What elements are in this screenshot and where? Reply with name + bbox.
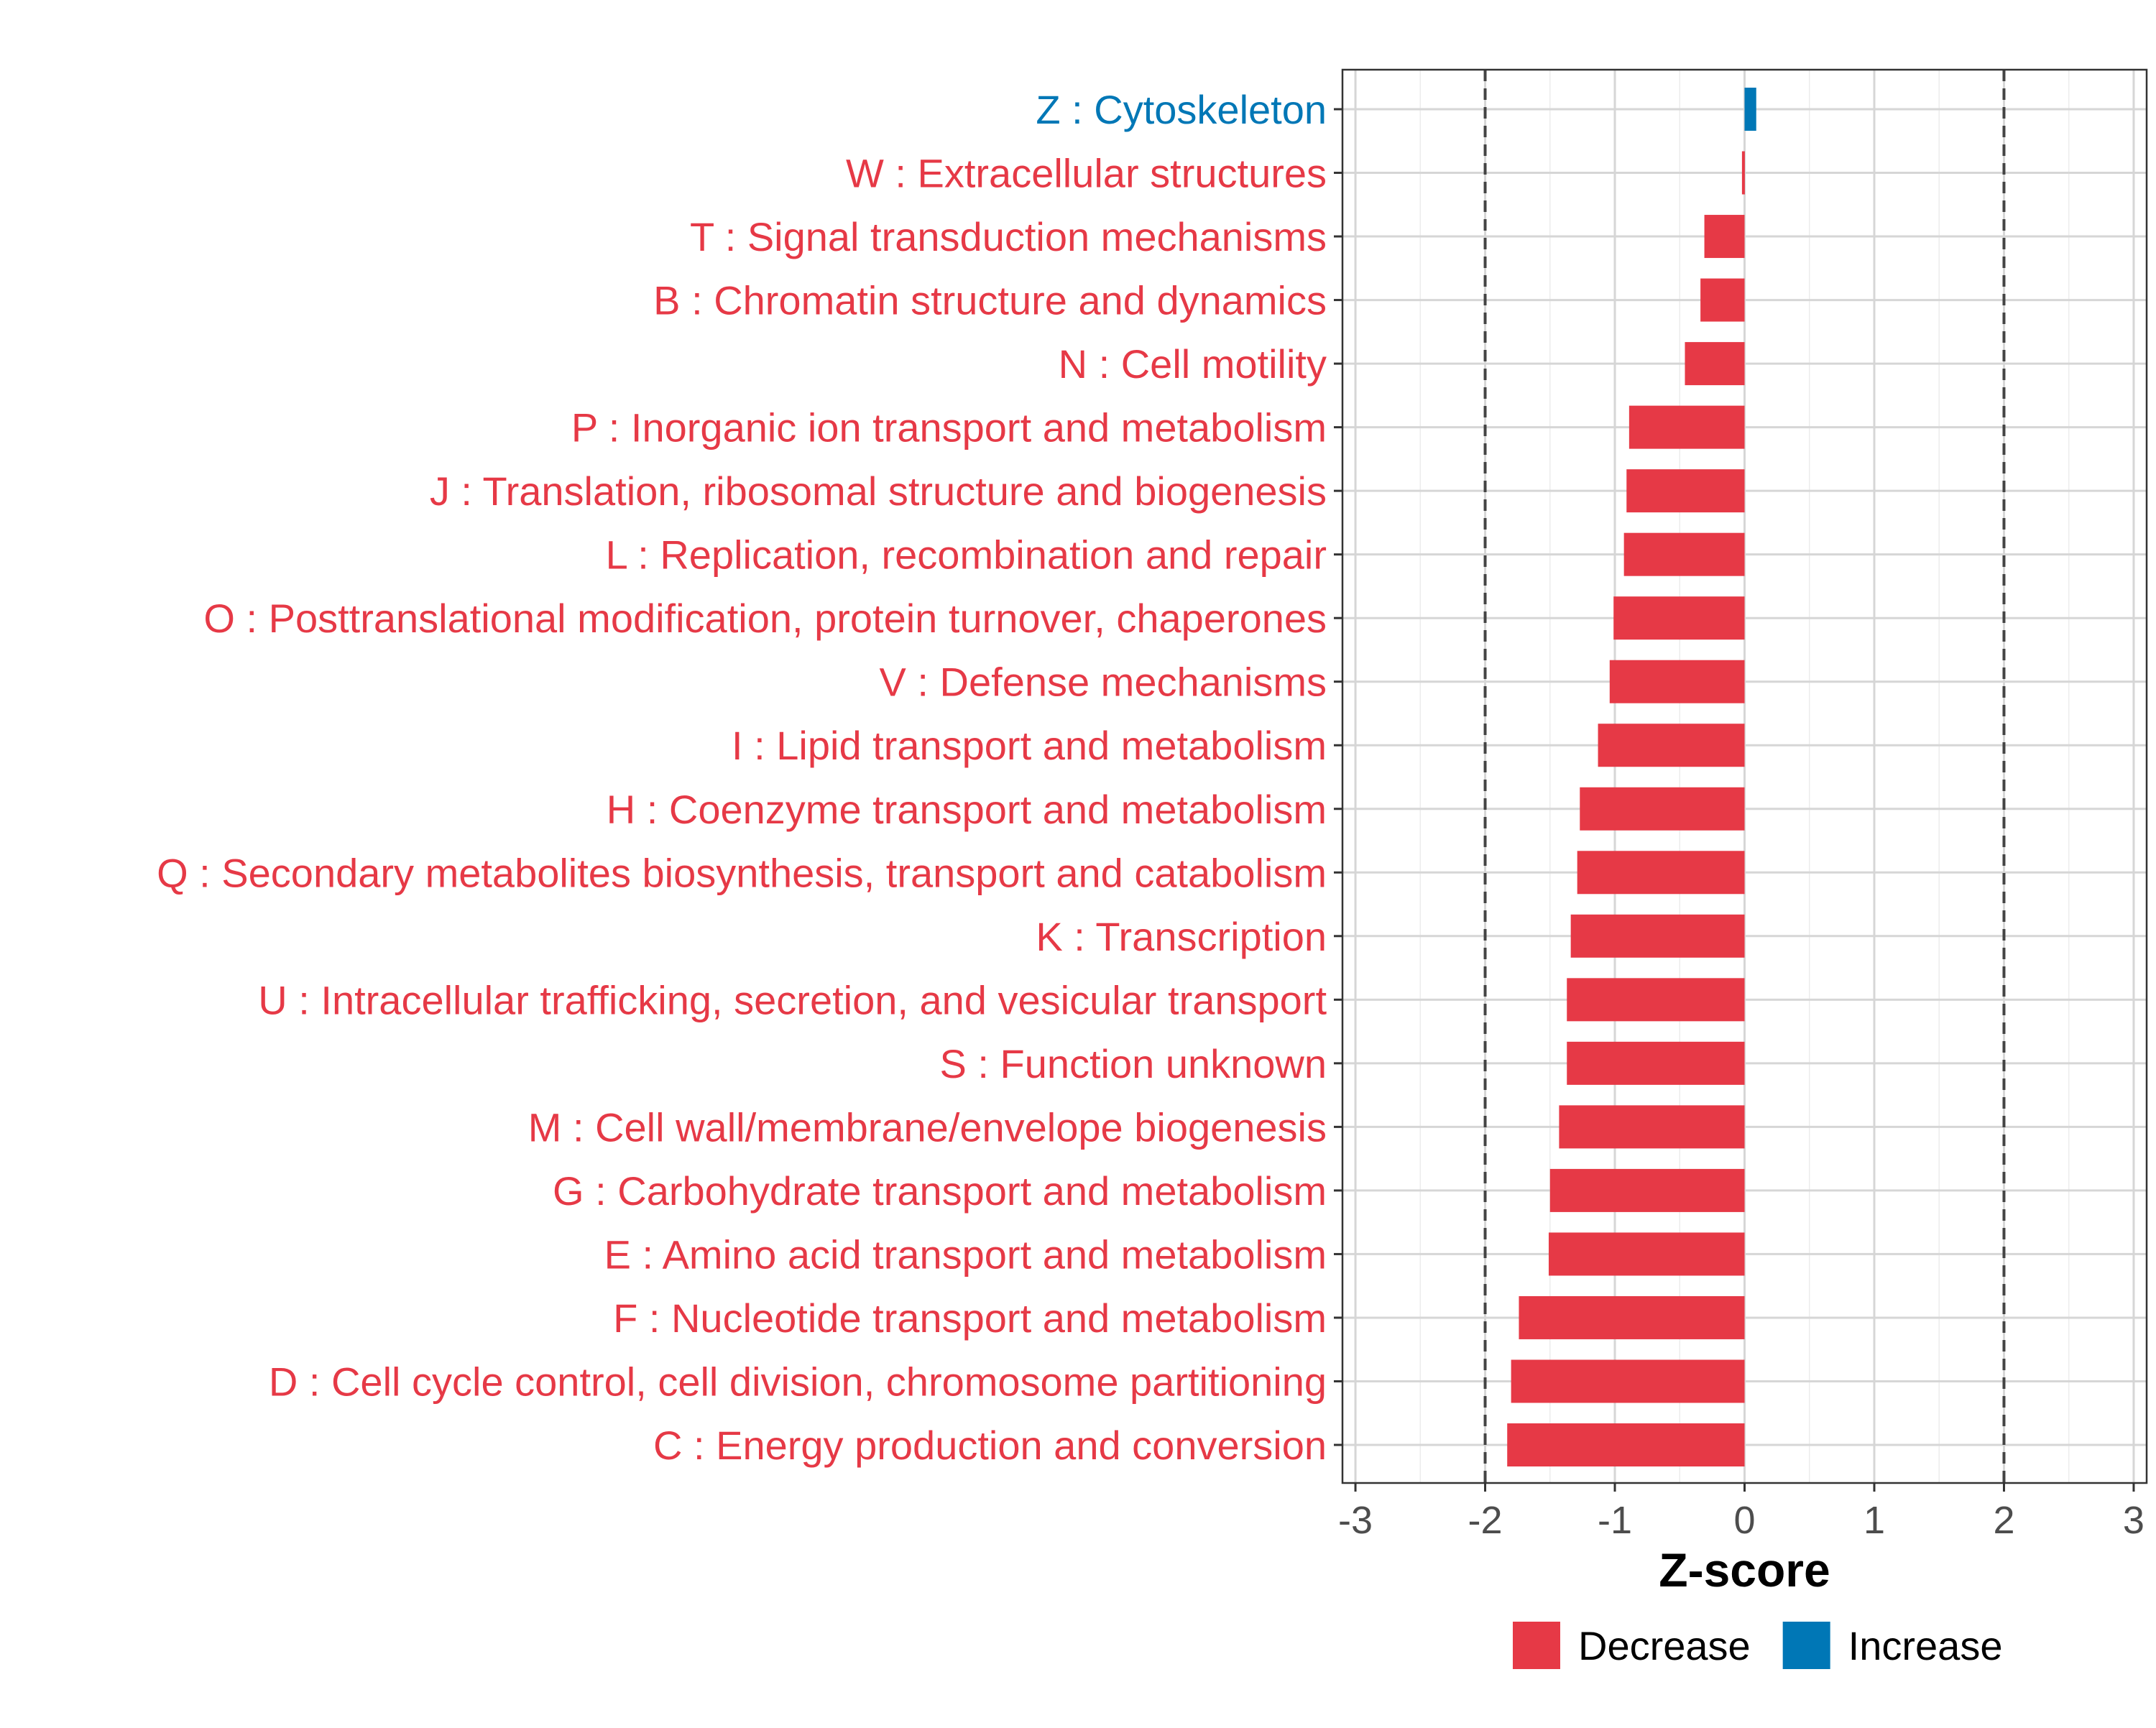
category-label: M : Cell wall/membrane/envelope biogenes… [528, 1104, 1327, 1150]
x-axis-ticks: -3 -2 -1 0 1 2 3 [1338, 1483, 2145, 1542]
bar [1567, 978, 1745, 1022]
bar [1704, 215, 1745, 259]
category-label: E : Amino acid transport and metabolism [604, 1232, 1327, 1277]
category-label: T : Signal transduction mechanisms [690, 214, 1327, 259]
category-label: W : Extracellular structures [846, 151, 1327, 196]
bar [1548, 1232, 1745, 1276]
category-labels: Z : Cytoskeleton W : Extracellular struct… [157, 87, 1327, 1468]
bars [1507, 88, 1756, 1466]
bar [1549, 1168, 1745, 1212]
y-axis-ticks [1334, 108, 1342, 1446]
category-label: Q : Secondary metabolites biosynthesis, … [157, 850, 1327, 895]
legend-label-increase: Increase [1848, 1623, 2003, 1668]
category-label: U : Intracellular trafficking, secretion… [258, 977, 1327, 1022]
category-label: V : Defense mechanisms [880, 660, 1327, 705]
bar [1613, 596, 1745, 640]
category-label: C : Energy production and conversion [653, 1423, 1327, 1468]
category-label: G : Carbohydrate transport and metabolis… [553, 1168, 1327, 1214]
category-label: K : Transcription [1036, 914, 1327, 959]
bar [1685, 342, 1745, 386]
bar [1626, 469, 1745, 513]
category-label: B : Chromatin structure and dynamics [653, 278, 1327, 323]
category-label: D : Cell cycle control, cell division, c… [269, 1359, 1327, 1404]
bar [1623, 532, 1745, 576]
bar [1598, 724, 1745, 767]
x-tick-label: 3 [2123, 1499, 2145, 1542]
bar [1609, 660, 1745, 703]
bar [1507, 1423, 1745, 1466]
x-axis-title: Z-score [1659, 1543, 1830, 1597]
bar [1511, 1359, 1745, 1403]
bar [1567, 1041, 1745, 1085]
bar [1700, 278, 1745, 322]
x-tick-label: -1 [1598, 1499, 1632, 1542]
category-label: I : Lipid transport and metabolism [732, 723, 1327, 768]
category-label: N : Cell motility [1059, 341, 1327, 387]
category-label: Z : Cytoskeleton [1036, 87, 1327, 132]
category-label: H : Coenzyme transport and metabolism [607, 787, 1327, 832]
bar [1741, 151, 1745, 195]
legend-swatch-increase [1782, 1622, 1830, 1669]
x-tick-label: 0 [1733, 1499, 1755, 1542]
bar [1559, 1105, 1745, 1149]
category-label: O : Posttranslational modification, prot… [203, 596, 1327, 641]
category-label: P : Inorganic ion transport and metaboli… [571, 405, 1327, 451]
category-label: F : Nucleotide transport and metabolism [613, 1295, 1327, 1341]
legend: Decrease Increase [1513, 1622, 2002, 1669]
legend-label-decrease: Decrease [1578, 1623, 1751, 1668]
category-label: L : Replication, recombination and repai… [606, 532, 1327, 578]
x-tick-label: -3 [1338, 1499, 1373, 1542]
x-tick-label: -2 [1468, 1499, 1503, 1542]
bar [1577, 851, 1745, 895]
reference-lines [1483, 70, 2006, 1483]
x-tick-label: 2 [1993, 1499, 2014, 1542]
bar [1628, 405, 1745, 449]
bar [1744, 88, 1756, 131]
bar [1519, 1295, 1745, 1339]
category-label: S : Function unknown [939, 1041, 1327, 1086]
legend-swatch-decrease [1513, 1622, 1560, 1669]
bar [1580, 787, 1745, 831]
category-label: J : Translation, ribosomal structure and… [430, 468, 1327, 514]
x-tick-label: 1 [1864, 1499, 1885, 1542]
bar [1570, 914, 1745, 958]
